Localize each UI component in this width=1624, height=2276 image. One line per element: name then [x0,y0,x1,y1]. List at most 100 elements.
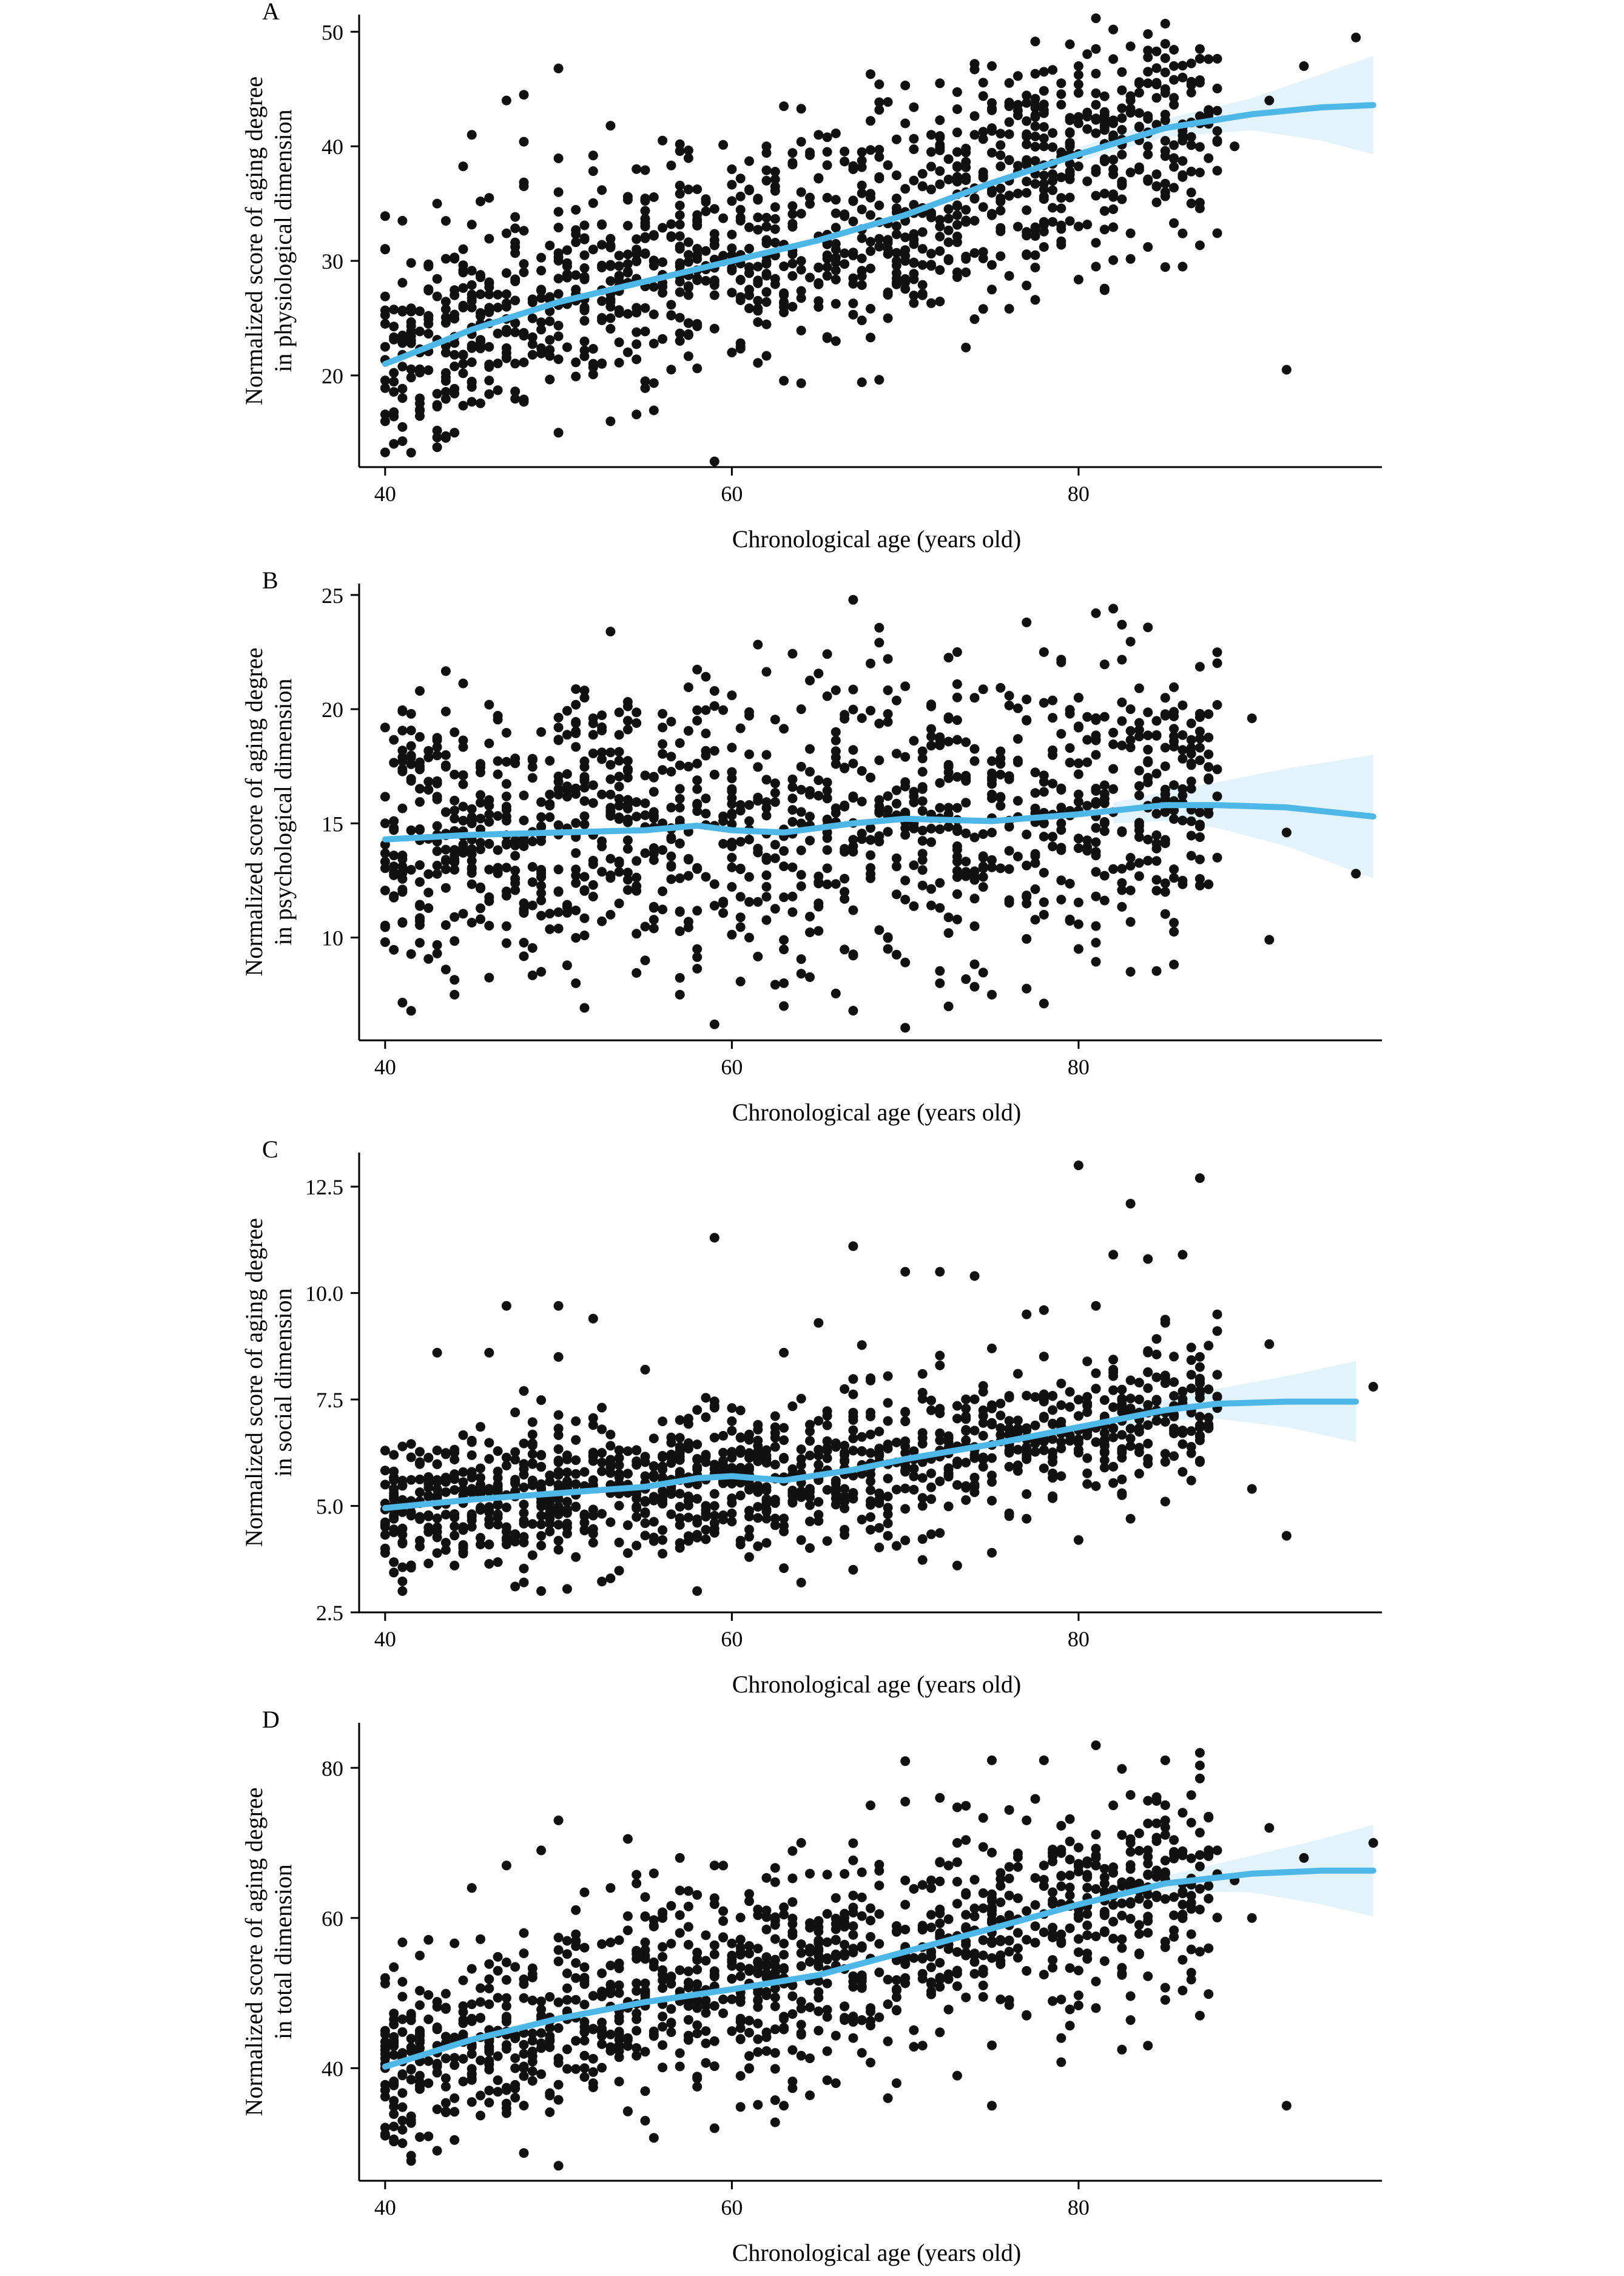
data-point [440,920,451,930]
data-point [640,165,650,175]
data-point [1160,1815,1170,1825]
data-point [761,1959,772,1969]
data-point [389,1450,399,1460]
data-point [917,1501,928,1511]
data-point [787,2045,798,2055]
data-point [926,1529,936,1540]
data-point [683,682,693,692]
data-point [978,968,988,978]
data-point [406,1475,416,1485]
x-tick-label: 60 [721,1055,743,1079]
data-point [1160,909,1170,919]
data-point [1204,762,1214,772]
data-point [597,260,607,271]
data-point [1065,709,1075,719]
data-point [1048,142,1058,152]
data-point [640,1507,650,1517]
data-point [978,851,988,861]
data-point [1186,1853,1196,1864]
data-point [545,316,555,326]
data-point [476,270,485,280]
data-point [432,869,442,879]
data-point [1022,829,1032,840]
data-point [1151,1865,1162,1876]
data-point [658,1461,668,1472]
data-point [727,1973,737,1984]
data-point [501,2108,511,2118]
data-point [883,97,893,107]
data-point [553,784,564,794]
data-point [1134,858,1144,868]
data-point [1091,261,1101,272]
data-point [996,251,1006,261]
data-point [415,938,425,948]
data-point [735,1490,746,1501]
data-point [1012,1427,1023,1437]
data-point [727,1453,737,1463]
data-point [640,798,650,809]
data-point [926,1947,936,1958]
data-point [632,929,642,939]
data-point [1178,156,1188,166]
data-point [588,1510,598,1521]
data-point [996,801,1006,811]
data-point [961,1435,971,1446]
data-point [735,191,746,201]
data-point [658,1913,668,1923]
data-point [883,827,893,837]
data-point [450,1444,460,1455]
data-point [632,1540,642,1550]
data-point [753,1958,763,1968]
data-point [883,709,893,719]
data-point [675,815,685,826]
data-point [1125,41,1136,52]
data-point [658,1975,668,1985]
data-point [527,877,537,887]
data-point [614,271,624,281]
data-point [588,855,598,866]
data-point [900,118,911,129]
data-point [588,198,598,208]
data-point [536,1586,547,1596]
data-point [969,921,980,931]
data-point [909,1484,919,1495]
data-point [622,259,633,269]
data-point [987,1914,997,1925]
data-point [840,146,850,157]
data-point [605,324,616,334]
data-point [675,973,685,983]
data-point [978,829,988,839]
data-point [996,1897,1006,1907]
data-point [553,354,564,365]
data-point [814,1497,824,1507]
data-point [536,1450,547,1460]
data-point [406,759,416,769]
data-point [770,840,780,850]
data-point [536,2069,547,2079]
data-point [917,753,928,764]
data-point [1030,1873,1040,1883]
data-point [692,864,702,874]
data-point [1160,693,1170,703]
data-point [874,105,884,115]
data-point [961,1426,971,1436]
data-point [987,147,997,158]
data-point [1056,655,1066,665]
data-point [406,1439,416,1449]
data-point [891,277,901,288]
data-point [632,1493,642,1504]
data-point [415,306,425,317]
data-point [857,1892,867,1902]
data-point [1178,1250,1188,1260]
data-point [397,393,408,403]
data-point [1039,99,1049,110]
data-point [536,1395,547,1406]
data-point [917,784,928,794]
data-point [926,1494,936,1504]
data-point [952,161,962,171]
data-point [1065,39,1075,49]
data-point [840,874,850,884]
data-point [761,1952,772,1962]
data-point [1073,1990,1083,2001]
data-point [761,165,772,175]
